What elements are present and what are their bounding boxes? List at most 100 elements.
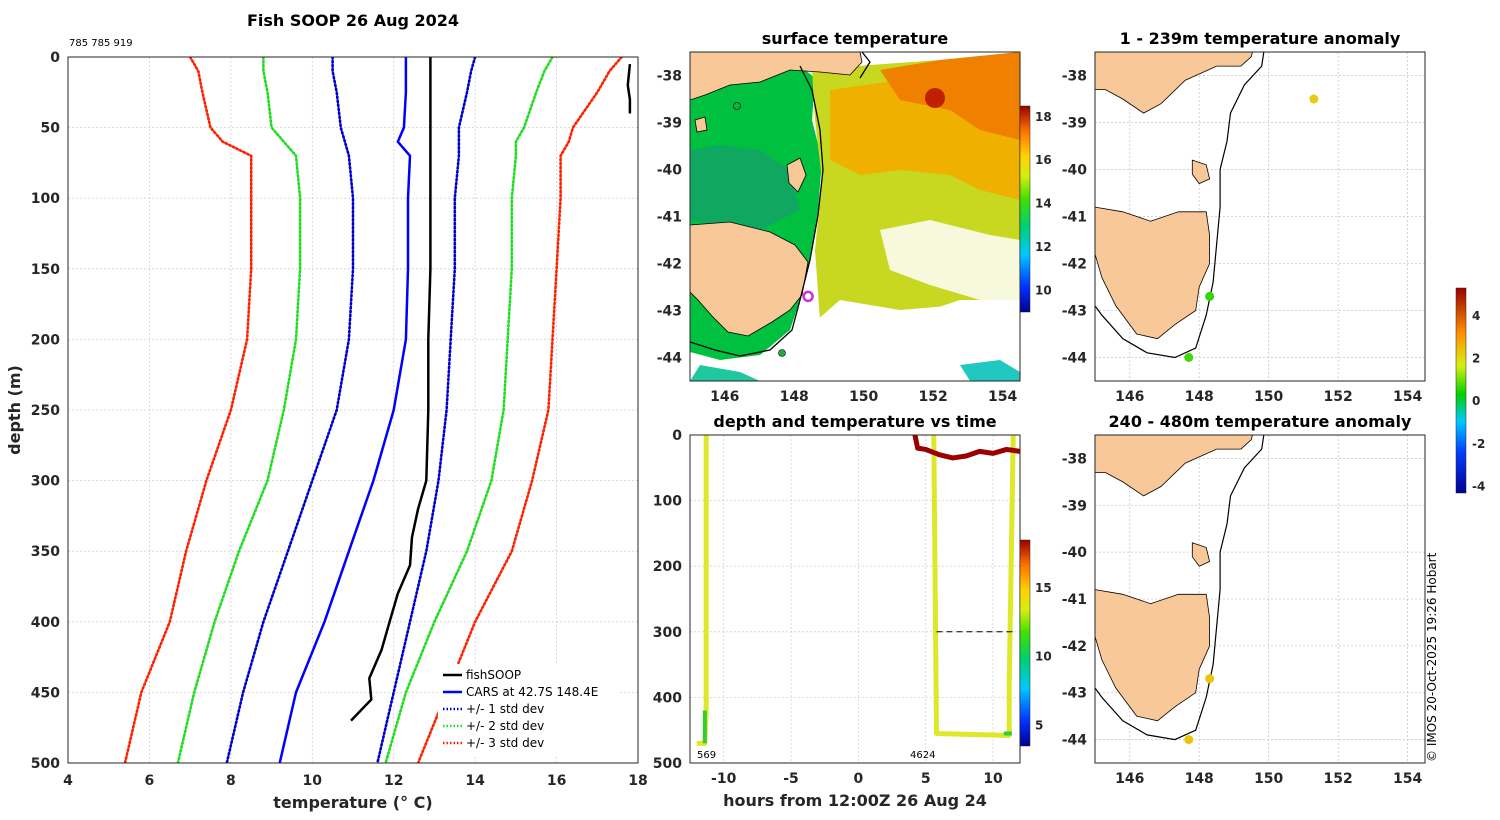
map-flinders-island: [1191, 542, 1211, 567]
lon-tick-label: 150: [1254, 771, 1283, 787]
anomaly-point: [1184, 735, 1194, 745]
map-mainland: [1095, 435, 1253, 497]
time-colorbar-ticks: 5 10 15: [1035, 581, 1052, 732]
profile-grid: [67, 56, 639, 764]
sst-cooler-patch: [690, 145, 800, 230]
anomaly-deep-ticks: 146 148 150 152 154 -38 -39 -40 -41 -42 -43 -44: [1062, 451, 1423, 787]
y-tick-label: 500: [31, 756, 60, 772]
anomaly-shallow-map: [1095, 52, 1425, 381]
anomaly-point: [1205, 674, 1215, 684]
sst-cloud-gap: [880, 220, 1020, 300]
x-tick-label: 14: [465, 773, 485, 789]
time-y-tick: 100: [653, 494, 682, 510]
lat-tick-label: -43: [657, 304, 682, 320]
sst-panel: surface temperature: [657, 29, 1052, 405]
series-line--2-std-dev: [176, 57, 302, 763]
anomaly-shallow-panel: 1 - 239m temperature anomaly 146 148 150 15…: [1062, 29, 1426, 405]
map-shelf-contour: [1095, 435, 1265, 741]
sst-shelf-contour: [690, 65, 824, 357]
x-tick-label: 12: [384, 773, 403, 789]
anomaly-shallow-axes-box: [1094, 51, 1426, 382]
x-tick-label: 18: [628, 773, 647, 789]
time-colorbar: [1019, 539, 1031, 747]
sst-colorbar-tick: 16: [1035, 153, 1052, 167]
sst-title: surface temperature: [762, 29, 949, 48]
profile-legend: fishSOOP CARS at 42.7S 148.4E +/- 1 std …: [438, 664, 618, 756]
time-x-tick: -10: [711, 771, 737, 787]
y-tick-label: 50: [41, 121, 61, 137]
lat-tick-label: -38: [657, 69, 682, 85]
time-track: [696, 434, 1021, 746]
lat-tick-label: -44: [1062, 733, 1088, 749]
legend-label-fishsoop: fishSOOP: [466, 668, 521, 682]
series-line-fishsoop: [350, 57, 432, 722]
anomaly-deep-title: 240 - 480m temperature anomaly: [1109, 412, 1412, 431]
map-shelf-contour: [1095, 52, 1265, 359]
lat-tick-label: -42: [1062, 639, 1087, 655]
y-tick-label: 250: [31, 403, 60, 419]
lat-tick-label: -44: [657, 351, 683, 367]
legend-box: [438, 664, 618, 756]
sst-south-patch: [690, 365, 760, 381]
sst-cloud-gap-south: [690, 300, 1020, 381]
lat-tick-label: -41: [657, 210, 682, 226]
drop-id-569: 569: [697, 750, 716, 761]
lon-tick-label: 146: [1115, 771, 1144, 787]
map-mainland: [1095, 52, 1253, 114]
anomaly-colorbar-ticks: -4 -2 0 2 4: [1472, 309, 1485, 494]
time-colorbar-tick: 15: [1035, 581, 1052, 595]
anomaly-colorbar-tick: 4: [1472, 309, 1480, 323]
y-tick-label: 300: [31, 474, 60, 490]
series-line--1-std-dev: [376, 57, 477, 763]
sst-station-dot: [778, 349, 786, 357]
time-y-tick: 200: [653, 559, 682, 575]
y-tick-label: 100: [31, 191, 60, 207]
lat-tick-label: -40: [1062, 545, 1088, 561]
lat-tick-label: -42: [1062, 257, 1087, 273]
legend-label-cars: CARS at 42.7S 148.4E: [466, 685, 598, 699]
anomaly-deep-panel: 240 - 480m temperature anomaly 146 148 150…: [1062, 412, 1426, 787]
profile-ticks: 4 6 8 10 12 14 16 18 0 50 100 150 200 250 300 350 400 450…: [31, 50, 648, 789]
time-xlabel: hours from 12:00Z 26 Aug 24: [723, 791, 987, 810]
lat-tick-label: -44: [1062, 351, 1088, 367]
anomaly-point: [1184, 353, 1194, 362]
lon-tick-label: 152: [1324, 389, 1353, 405]
y-tick-label: 400: [31, 615, 60, 631]
anomaly-colorbar-tick: 2: [1472, 351, 1480, 365]
legend-label-std1: +/- 1 std dev: [466, 702, 544, 716]
time-colorbar-tick: 10: [1035, 650, 1052, 664]
time-x-tick: 5: [921, 771, 931, 787]
lon-tick-label: 148: [1185, 771, 1214, 787]
sst-map: [690, 52, 1020, 381]
sst-ticks: 146 148 150 152 154 -38 -39 -40 -41 -42 -43 -44: [657, 69, 1018, 406]
x-tick-label: 6: [145, 773, 155, 789]
lat-tick-label: -38: [1062, 451, 1087, 467]
x-tick-label: 4: [63, 773, 73, 789]
sst-se-patch: [960, 360, 1020, 381]
lon-tick-label: 152: [1324, 771, 1353, 787]
surface-track: [912, 434, 1021, 461]
figure-title: Fish SOOP 26 Aug 2024: [247, 11, 459, 30]
time-panel: depth and temperature vs time -10 -5 0 5 100…: [653, 412, 1052, 810]
series-line-fishsoop-near-surface: [626, 63, 632, 114]
lat-tick-label: -39: [657, 116, 682, 132]
lon-tick-label: 148: [1185, 389, 1214, 405]
watermark: © IMOS 20-Oct-2025 19:26 Hobart: [1425, 552, 1439, 762]
series-line--2-std-dev: [384, 57, 554, 763]
sst-station-dot-north: [733, 102, 741, 110]
lon-tick-label: 150: [1254, 389, 1283, 405]
drop-id-4624: 4624: [910, 750, 935, 761]
anomaly-colorbar-tick: 0: [1472, 394, 1480, 408]
sst-colorbar-tick: 14: [1035, 197, 1052, 211]
y-tick-label: 450: [31, 685, 60, 701]
x-tick-label: 8: [226, 773, 236, 789]
anomaly-point: [1309, 94, 1319, 104]
time-x-tick: 10: [983, 771, 1003, 787]
lat-tick-label: -43: [1062, 304, 1087, 320]
time-x-tick: -5: [783, 771, 799, 787]
lat-tick-label: -38: [1062, 69, 1087, 85]
lon-tick-label: 150: [849, 389, 878, 405]
sst-colorbar-tick: 18: [1035, 110, 1052, 124]
